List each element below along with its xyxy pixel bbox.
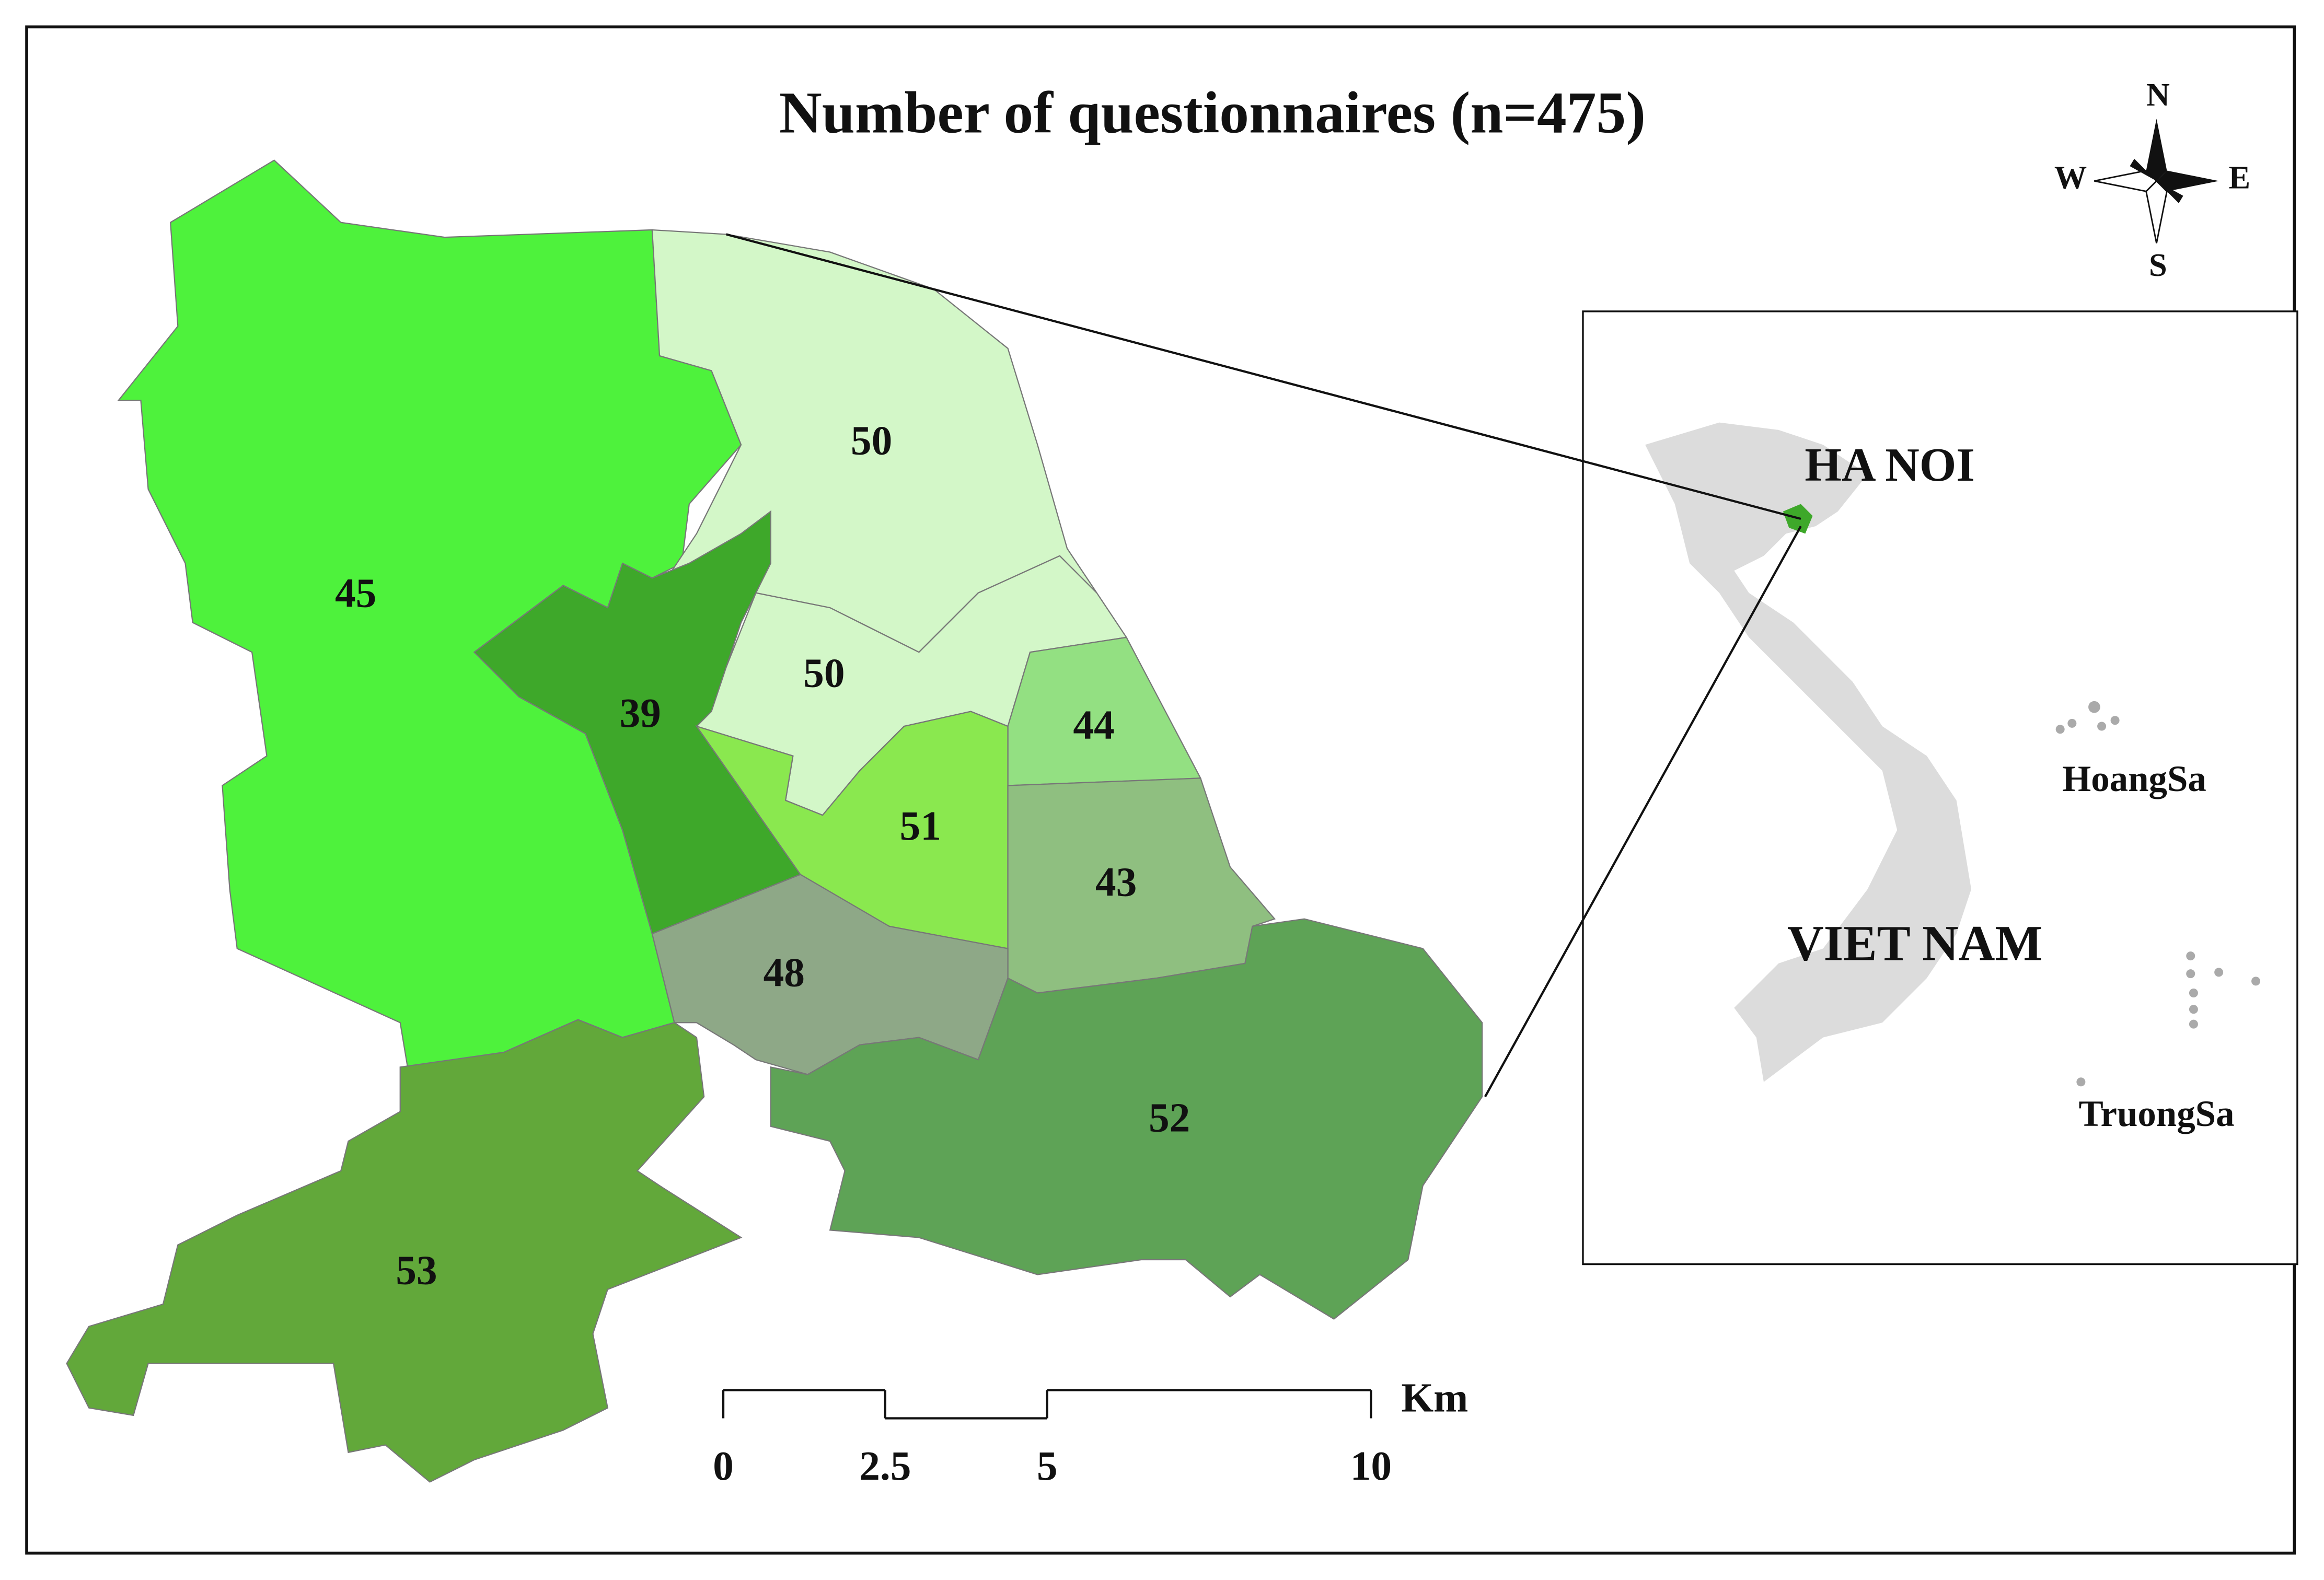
districts <box>66 159 1483 1483</box>
map-title: Number of questionnaires (n=475) <box>779 79 1646 145</box>
scale-label: 0 <box>713 1443 734 1489</box>
district-label: 51 <box>900 803 941 849</box>
district-label: 53 <box>396 1248 437 1294</box>
district-label: 48 <box>764 950 805 996</box>
compass-label: S <box>2149 247 2167 283</box>
district-label: 39 <box>619 690 661 736</box>
compass-label: W <box>2054 160 2087 196</box>
callout-line <box>1484 526 1802 1098</box>
district-label: 44 <box>1073 702 1114 748</box>
compass-label: E <box>2229 160 2251 196</box>
district-label: 45 <box>335 571 376 617</box>
scale-label: 2.5 <box>859 1443 911 1489</box>
city-label: HA NOI <box>1805 438 1974 491</box>
island-label: HoangSa <box>2062 759 2206 799</box>
compass <box>2094 119 2219 243</box>
islands <box>2055 701 2261 1087</box>
scale-unit: Km <box>1401 1375 1468 1421</box>
island-label: TruongSa <box>2078 1094 2234 1134</box>
scale-label: 10 <box>1350 1443 1392 1489</box>
district-label: 50 <box>803 650 845 696</box>
district-label: 50 <box>851 417 892 463</box>
district-label: 43 <box>1095 859 1137 905</box>
compass-label: N <box>2146 77 2170 113</box>
country-shape <box>1645 422 1972 1082</box>
callout-line <box>726 233 1801 520</box>
country-label: VIET NAM <box>1787 915 2042 971</box>
district <box>770 918 1483 1320</box>
scale-label: 5 <box>1037 1443 1058 1489</box>
district-label: 52 <box>1149 1095 1190 1141</box>
district <box>66 1019 743 1483</box>
district <box>473 510 802 935</box>
